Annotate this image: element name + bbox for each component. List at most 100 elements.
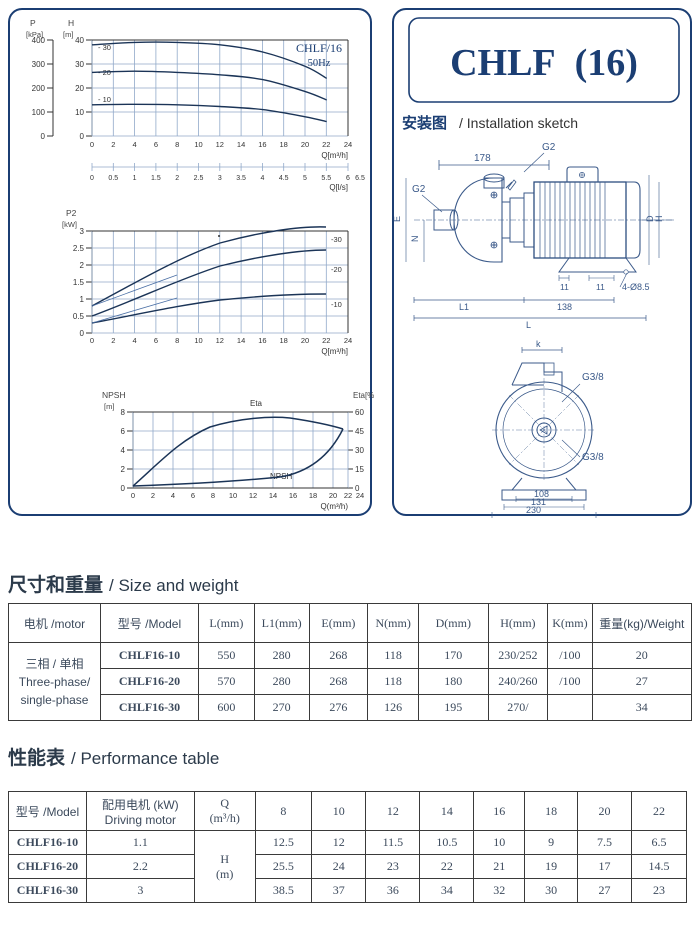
svg-text:0: 0	[90, 140, 94, 149]
svg-text:138: 138	[557, 302, 572, 312]
svg-text:300: 300	[32, 60, 46, 69]
svg-text:2: 2	[151, 491, 155, 500]
svg-text:L1: L1	[459, 302, 469, 312]
svg-text:2.5: 2.5	[73, 244, 85, 253]
svg-text:30: 30	[75, 60, 84, 69]
svg-text:16: 16	[258, 336, 266, 345]
svg-text:16: 16	[258, 140, 266, 149]
svg-text:-20: -20	[331, 265, 342, 274]
svg-text:20: 20	[329, 491, 337, 500]
svg-text:1.5: 1.5	[73, 278, 85, 287]
svg-text:10: 10	[194, 140, 202, 149]
svg-text:18: 18	[280, 140, 288, 149]
svg-text:2: 2	[80, 261, 85, 270]
svg-text:4-Ø8.5: 4-Ø8.5	[622, 282, 650, 292]
svg-text:Q[l/s]: Q[l/s]	[329, 183, 348, 192]
svg-text:G3/8: G3/8	[582, 372, 604, 383]
svg-text:2: 2	[111, 140, 115, 149]
svg-text:0.5: 0.5	[73, 312, 85, 321]
svg-text:230: 230	[526, 505, 541, 515]
svg-text:4: 4	[133, 336, 137, 345]
svg-text:Q[m³/h]: Q[m³/h]	[321, 151, 348, 160]
svg-text:2.5: 2.5	[194, 175, 204, 182]
svg-text:G2: G2	[412, 184, 426, 195]
svg-text:22: 22	[344, 491, 352, 500]
svg-text:5.5: 5.5	[321, 175, 331, 182]
svg-text:[m]: [m]	[63, 30, 73, 39]
svg-text:0: 0	[80, 132, 85, 141]
svg-text:0: 0	[121, 484, 126, 493]
svg-text:8: 8	[175, 336, 179, 345]
svg-text:0: 0	[80, 329, 85, 338]
svg-text:3.5: 3.5	[236, 175, 246, 182]
svg-text:20: 20	[75, 84, 84, 93]
svg-text:3: 3	[218, 175, 222, 182]
svg-text:1: 1	[133, 175, 137, 182]
svg-text:- 10: - 10	[98, 95, 111, 104]
svg-text:L: L	[526, 320, 531, 330]
svg-text:Q[m³/h]: Q[m³/h]	[321, 347, 348, 356]
svg-text:CHLF/16: CHLF/16	[296, 41, 342, 55]
svg-text:0: 0	[131, 491, 135, 500]
svg-text:G3/8: G3/8	[582, 452, 604, 463]
svg-text:10: 10	[194, 336, 202, 345]
svg-text:4: 4	[260, 175, 264, 182]
svg-text:Q(m³/h): Q(m³/h)	[320, 502, 348, 511]
svg-text:60: 60	[355, 408, 364, 417]
svg-text:/ Installation sketch: / Installation sketch	[459, 115, 578, 131]
svg-text:20: 20	[301, 336, 309, 345]
svg-text:12: 12	[216, 140, 224, 149]
svg-text:0.5: 0.5	[108, 175, 118, 182]
svg-text:8: 8	[121, 408, 126, 417]
svg-text:8: 8	[211, 491, 215, 500]
svg-text:6.5: 6.5	[355, 175, 365, 182]
svg-text:16: 16	[289, 491, 297, 500]
svg-text:22: 22	[322, 336, 330, 345]
svg-text:50Hz: 50Hz	[308, 58, 331, 69]
svg-text:-10: -10	[331, 300, 342, 309]
svg-text:178: 178	[474, 153, 491, 164]
svg-text:45: 45	[355, 427, 364, 436]
svg-text:40: 40	[75, 36, 84, 45]
svg-text:G2: G2	[542, 142, 556, 153]
svg-text:6: 6	[154, 140, 158, 149]
svg-text:24: 24	[344, 140, 352, 149]
svg-text:1: 1	[80, 295, 85, 304]
svg-text:P: P	[30, 18, 36, 28]
svg-text:0: 0	[41, 132, 46, 141]
svg-text:2: 2	[175, 175, 179, 182]
svg-text:0: 0	[90, 336, 94, 345]
svg-text:14: 14	[237, 140, 245, 149]
svg-text:4: 4	[121, 446, 126, 455]
svg-text:H: H	[654, 216, 664, 223]
svg-text:22: 22	[322, 140, 330, 149]
svg-text:P2: P2	[66, 208, 77, 218]
svg-text:8: 8	[175, 140, 179, 149]
svg-text:24: 24	[356, 491, 364, 500]
svg-text:4: 4	[171, 491, 175, 500]
svg-text:6: 6	[346, 175, 350, 182]
svg-text:E: E	[394, 216, 402, 222]
svg-text:4: 4	[133, 140, 137, 149]
svg-text:14: 14	[237, 336, 245, 345]
svg-text:18: 18	[280, 336, 288, 345]
svg-text:H: H	[68, 18, 74, 28]
svg-text:N: N	[410, 236, 420, 243]
svg-text:11: 11	[560, 282, 569, 292]
svg-text:20: 20	[301, 140, 309, 149]
svg-text:30: 30	[355, 446, 364, 455]
svg-text:安装图: 安装图	[402, 114, 447, 132]
svg-text:10: 10	[229, 491, 237, 500]
svg-text:200: 200	[32, 84, 46, 93]
svg-text:[m]: [m]	[104, 402, 114, 411]
svg-text:4.5: 4.5	[279, 175, 289, 182]
svg-text:k: k	[536, 339, 541, 349]
svg-text:2: 2	[121, 465, 126, 474]
svg-text:Eta[%]: Eta[%]	[353, 391, 374, 400]
svg-text:-30: -30	[331, 235, 342, 244]
svg-text:6: 6	[121, 427, 126, 436]
svg-text:3: 3	[80, 227, 85, 236]
svg-text:400: 400	[32, 36, 46, 45]
svg-text:CHLF (16): CHLF (16)	[450, 42, 638, 84]
svg-text:24: 24	[344, 336, 352, 345]
